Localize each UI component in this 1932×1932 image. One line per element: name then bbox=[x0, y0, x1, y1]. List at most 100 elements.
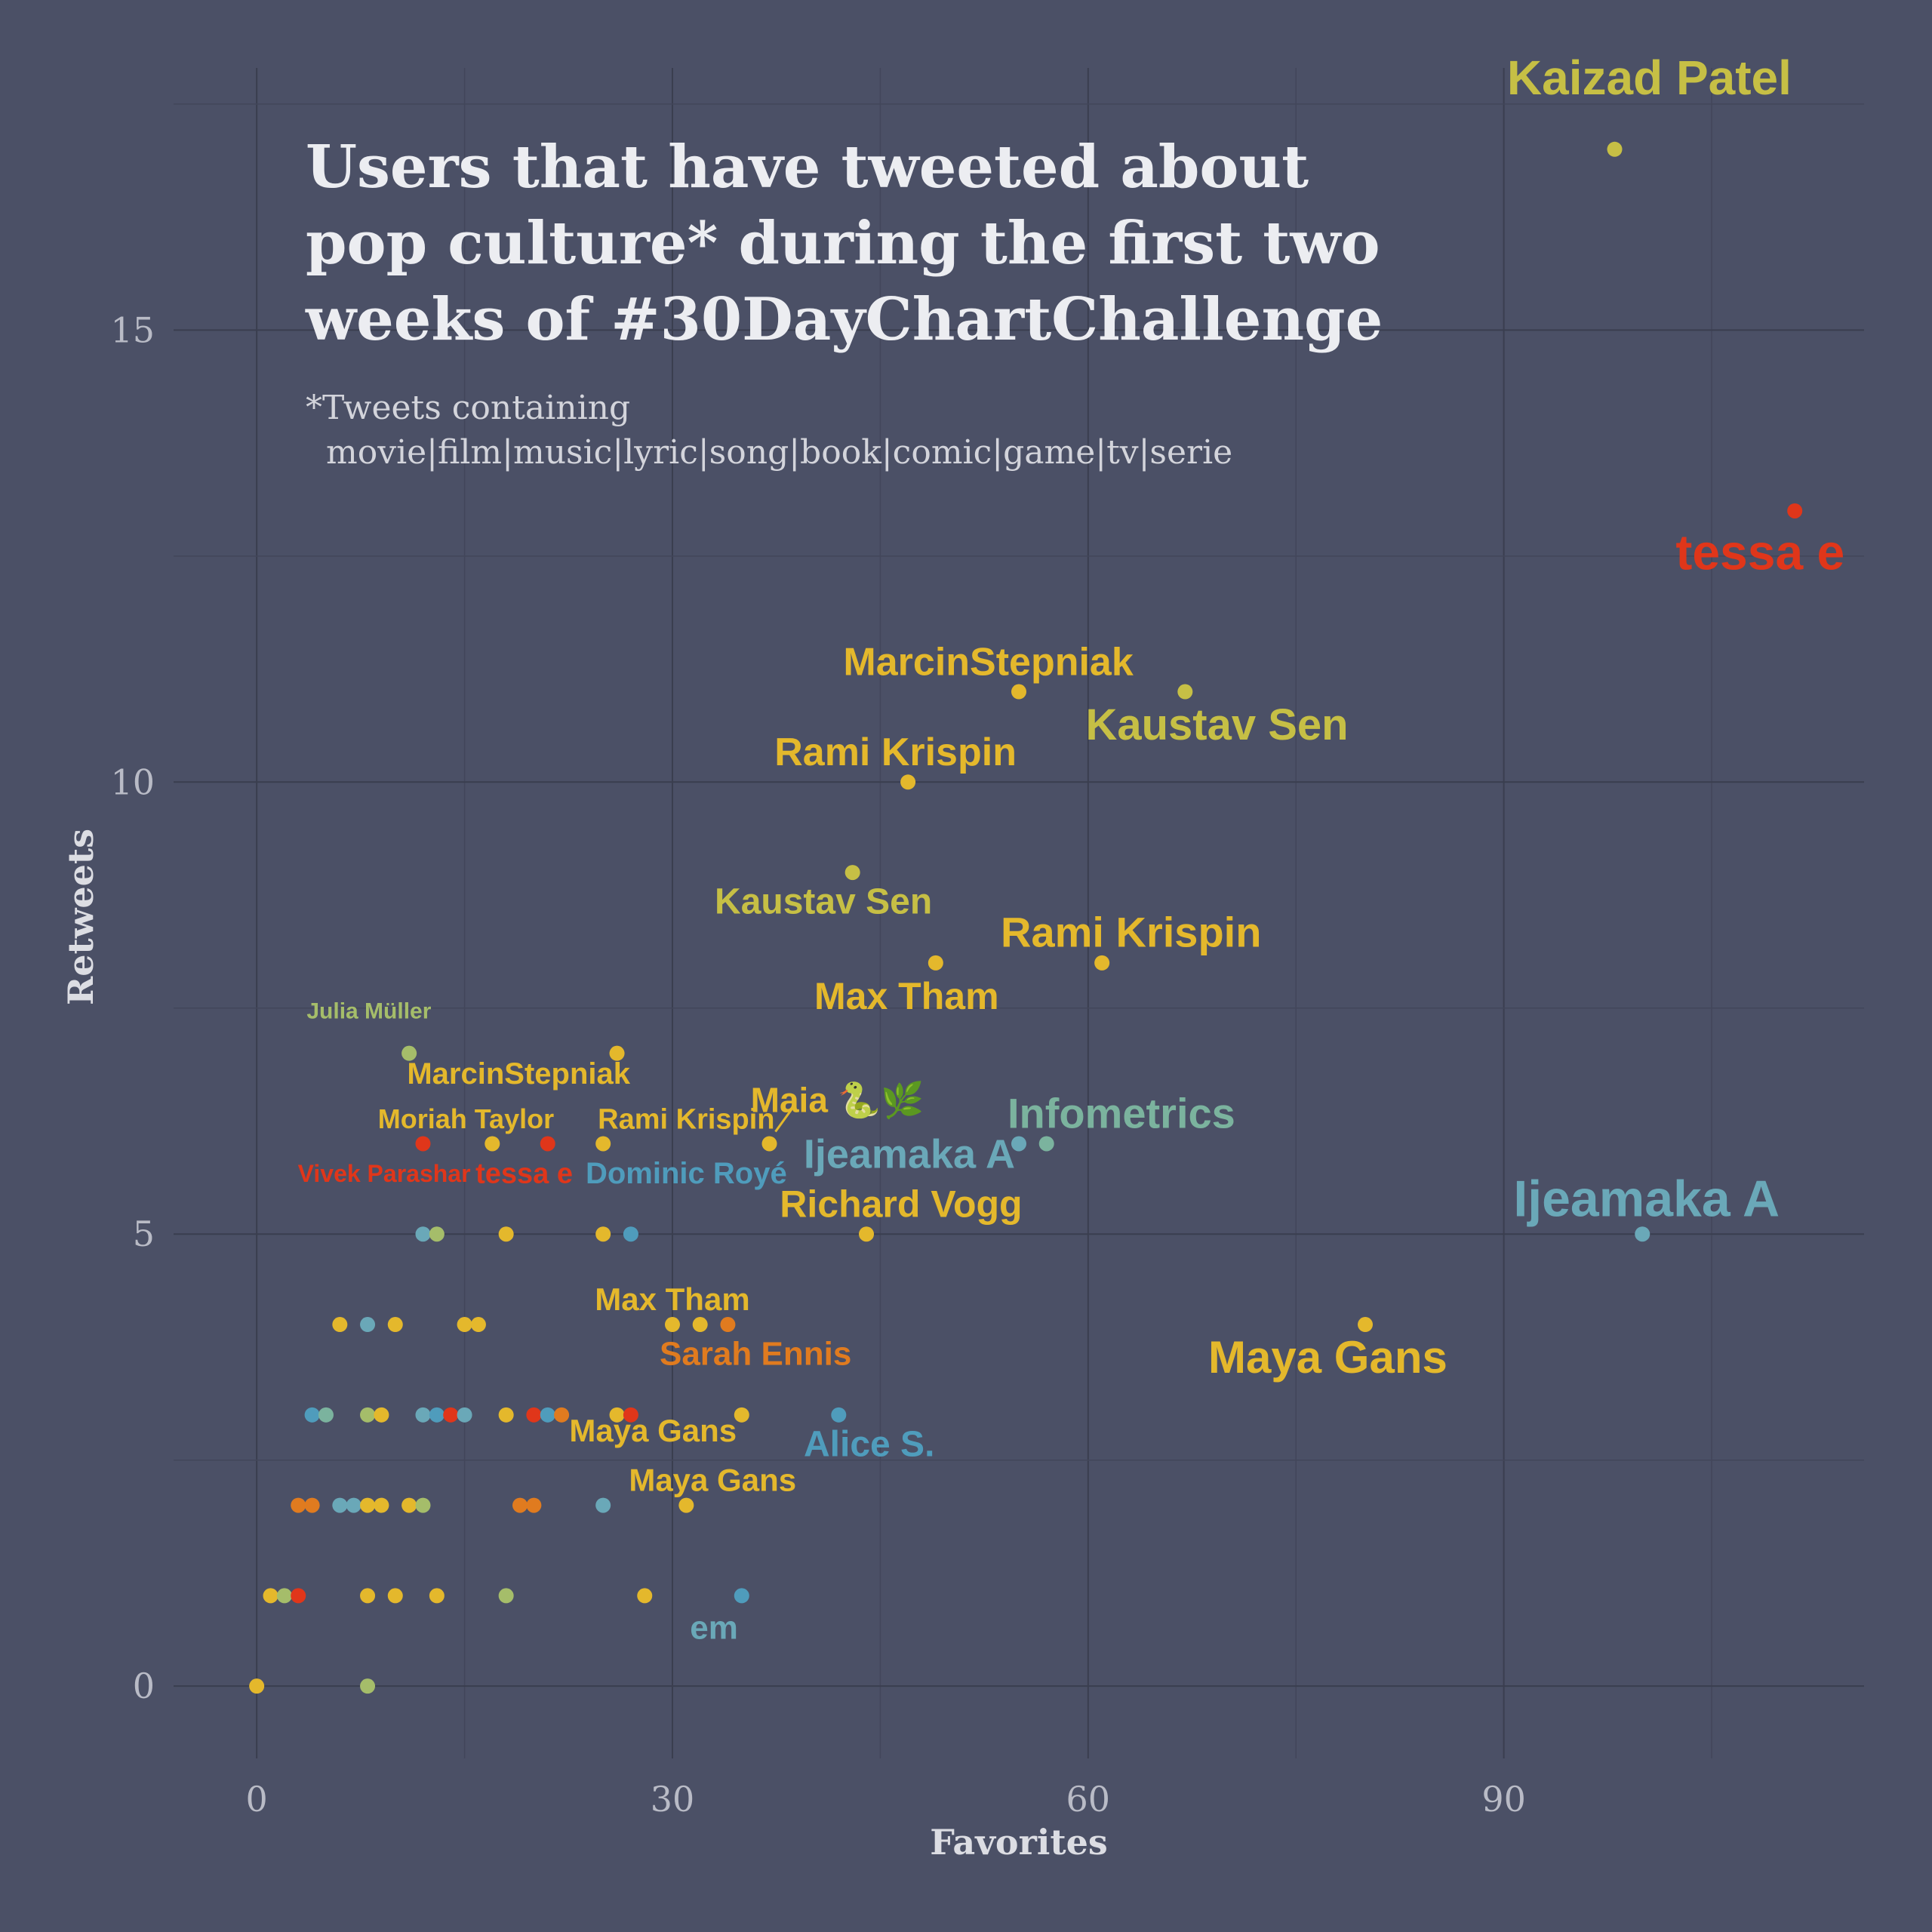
data-point bbox=[526, 1497, 542, 1513]
x-tick-label: 30 bbox=[651, 1779, 695, 1820]
data-point bbox=[291, 1497, 306, 1513]
data-point bbox=[374, 1407, 389, 1423]
data-point bbox=[637, 1588, 653, 1604]
data-point bbox=[1607, 141, 1623, 157]
data-label: Ijeamaka A bbox=[804, 1132, 1015, 1177]
data-point bbox=[415, 1226, 431, 1242]
data-point bbox=[900, 774, 916, 790]
data-point bbox=[360, 1678, 376, 1694]
data-point bbox=[457, 1317, 472, 1333]
data-label: Dominic Royé bbox=[586, 1157, 787, 1190]
data-point bbox=[734, 1407, 749, 1423]
data-point bbox=[540, 1136, 555, 1152]
data-label: Moriah Taylor bbox=[378, 1103, 554, 1134]
leader-line bbox=[774, 1106, 794, 1133]
y-tick-label: 5 bbox=[133, 1214, 155, 1254]
chart-subtitle-line-1: *Tweets containing bbox=[306, 389, 630, 427]
data-point bbox=[720, 1317, 736, 1333]
data-point bbox=[415, 1407, 431, 1423]
data-label: Alice S. bbox=[804, 1424, 934, 1464]
data-label: Julia Müller bbox=[306, 999, 431, 1024]
x-tick-label: 0 bbox=[246, 1779, 268, 1820]
y-tick-label: 10 bbox=[110, 761, 155, 802]
data-point bbox=[263, 1588, 278, 1604]
data-point bbox=[844, 865, 860, 881]
data-point bbox=[526, 1407, 542, 1423]
chart-title: Users that have tweeted about pop cultur… bbox=[305, 133, 1383, 354]
data-point bbox=[554, 1407, 570, 1423]
data-label: Rami Krispin bbox=[774, 731, 1017, 774]
data-point bbox=[1038, 1136, 1054, 1152]
data-point bbox=[318, 1407, 334, 1423]
data-points bbox=[249, 141, 1803, 1694]
data-label: Maya Gans bbox=[569, 1413, 737, 1448]
data-label: Kaustav Sen bbox=[1085, 700, 1348, 749]
data-label: Infometrics bbox=[1008, 1089, 1235, 1137]
grid-lines bbox=[174, 68, 1864, 1758]
data-point bbox=[498, 1407, 514, 1423]
data-point bbox=[595, 1497, 611, 1513]
data-point bbox=[387, 1317, 403, 1333]
chart-subtitle-line-2: movie|film|music|lyric|song|book|comic|g… bbox=[326, 433, 1232, 472]
data-point bbox=[276, 1588, 292, 1604]
data-point bbox=[1011, 684, 1026, 700]
data-point bbox=[401, 1045, 417, 1061]
data-point bbox=[443, 1407, 459, 1423]
data-point bbox=[470, 1317, 486, 1333]
x-tick-label: 60 bbox=[1066, 1779, 1111, 1820]
data-point bbox=[360, 1497, 376, 1513]
data-point bbox=[429, 1226, 445, 1242]
chart-title-line-3: weeks of #30DayChartChallenge bbox=[305, 285, 1383, 354]
data-label: Richard Vogg bbox=[780, 1183, 1022, 1226]
data-point bbox=[387, 1588, 403, 1604]
data-label: em bbox=[690, 1610, 738, 1647]
data-point bbox=[859, 1226, 875, 1242]
data-point bbox=[360, 1407, 376, 1423]
data-label: MarcinStepniak bbox=[407, 1057, 630, 1091]
data-point bbox=[304, 1407, 320, 1423]
y-tick-label: 15 bbox=[110, 309, 155, 350]
data-point bbox=[1011, 1136, 1026, 1152]
data-label: Ijeamaka A bbox=[1513, 1170, 1780, 1227]
x-tick-label: 90 bbox=[1481, 1779, 1526, 1820]
data-point bbox=[429, 1407, 445, 1423]
data-point bbox=[734, 1588, 749, 1604]
data-point bbox=[928, 955, 943, 971]
data-label: Vivek Parashar bbox=[298, 1160, 471, 1187]
chart-title-line-2: pop culture* during the first two bbox=[306, 209, 1380, 278]
data-point bbox=[512, 1497, 528, 1513]
data-point bbox=[498, 1226, 514, 1242]
data-point bbox=[429, 1588, 445, 1604]
data-label: Kaizad Patel bbox=[1507, 51, 1792, 105]
data-point bbox=[540, 1407, 555, 1423]
data-point bbox=[291, 1588, 306, 1604]
data-label: MarcinStepniak bbox=[843, 640, 1133, 684]
x-axis-title: Favorites bbox=[930, 1822, 1107, 1863]
data-label: Max Tham bbox=[595, 1281, 749, 1317]
data-point bbox=[1358, 1317, 1374, 1333]
data-label: Maya Gans bbox=[1208, 1332, 1447, 1383]
chart-title-line-1: Users that have tweeted about bbox=[306, 133, 1309, 202]
data-label: tessa e bbox=[475, 1158, 573, 1189]
data-point bbox=[374, 1497, 389, 1513]
data-point bbox=[498, 1588, 514, 1604]
data-point bbox=[609, 1045, 625, 1061]
data-point bbox=[304, 1497, 320, 1513]
label-leader-lines bbox=[774, 1106, 794, 1133]
data-point bbox=[1787, 503, 1803, 518]
data-point bbox=[415, 1497, 431, 1513]
data-point bbox=[1177, 684, 1193, 700]
data-label: Maya Gans bbox=[629, 1463, 796, 1498]
chart-subtitle: *Tweets containing movie|film|music|lyri… bbox=[306, 389, 1232, 472]
data-point bbox=[1635, 1226, 1651, 1242]
data-point bbox=[1094, 955, 1110, 971]
data-point bbox=[664, 1317, 680, 1333]
data-point bbox=[623, 1226, 638, 1242]
data-label: Rami Krispin bbox=[1001, 909, 1261, 956]
axis-ticks: 0 30 60 90 0 5 10 15 bbox=[110, 309, 1525, 1820]
data-point bbox=[678, 1497, 694, 1513]
data-point bbox=[623, 1407, 638, 1423]
data-point bbox=[249, 1678, 265, 1694]
